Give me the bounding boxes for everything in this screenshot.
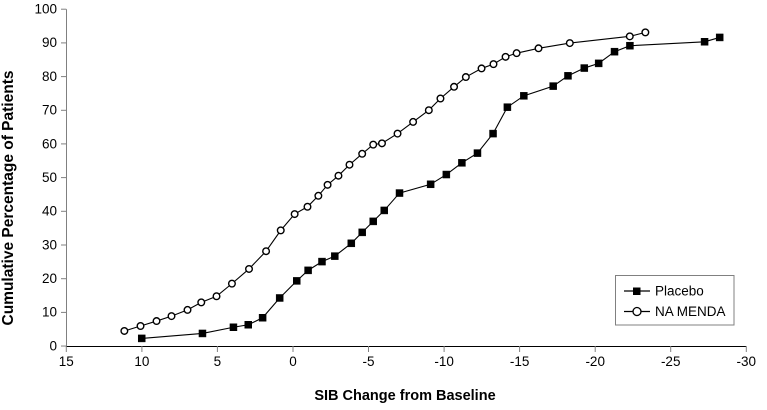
svg-text:80: 80	[42, 69, 57, 84]
svg-text:-25: -25	[661, 354, 681, 369]
svg-text:50: 50	[42, 170, 57, 185]
svg-text:90: 90	[42, 35, 57, 50]
svg-text:10: 10	[42, 305, 57, 320]
svg-text:20: 20	[42, 271, 57, 286]
svg-text:-5: -5	[362, 354, 374, 369]
svg-text:-15: -15	[510, 354, 530, 369]
svg-text:NA MENDA: NA MENDA	[655, 304, 726, 319]
svg-text:40: 40	[42, 204, 57, 219]
svg-text:30: 30	[42, 237, 57, 252]
svg-text:Cumulative Percentage of Patie: Cumulative Percentage of Patients	[0, 71, 17, 326]
svg-text:70: 70	[42, 103, 57, 118]
svg-text:-30: -30	[737, 354, 757, 369]
svg-text:-10: -10	[434, 354, 454, 369]
svg-text:0: 0	[289, 354, 297, 369]
svg-text:0: 0	[49, 338, 57, 353]
svg-text:100: 100	[34, 2, 57, 17]
svg-text:SIB Change from Baseline: SIB Change from Baseline	[314, 388, 495, 404]
svg-text:5: 5	[214, 354, 222, 369]
svg-text:Placebo: Placebo	[655, 284, 704, 299]
svg-text:15: 15	[59, 354, 74, 369]
svg-text:-20: -20	[585, 354, 605, 369]
svg-text:60: 60	[42, 136, 57, 151]
svg-text:10: 10	[134, 354, 149, 369]
